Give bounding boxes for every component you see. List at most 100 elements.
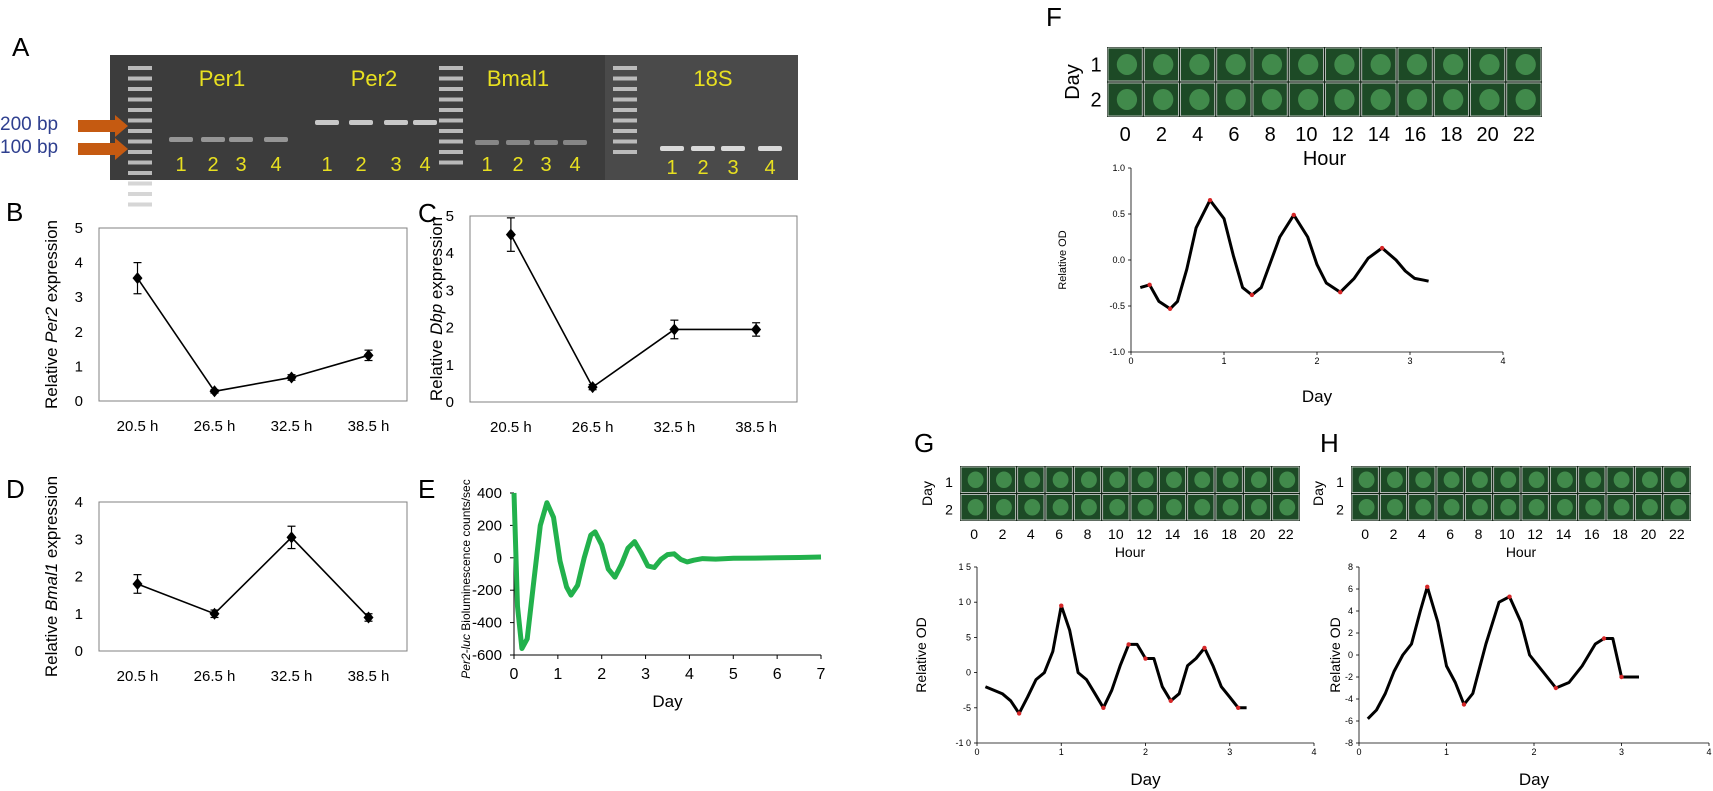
series-line-d xyxy=(137,536,370,619)
cell-blob-f xyxy=(1479,89,1500,110)
data-point-c xyxy=(669,323,680,336)
cell-blob-f xyxy=(1406,54,1428,75)
y-axis-label-e: Per2-luc Bioluminescence counts/sec xyxy=(459,479,473,678)
x-tick-label-h: 4 xyxy=(1706,747,1711,757)
y-tick-label-g: 1 0 xyxy=(958,597,971,607)
lane-label: 1 xyxy=(481,154,492,176)
y-tick-label-h: 4 xyxy=(1348,606,1353,616)
peak-marker-f xyxy=(1291,212,1296,218)
ladder-band xyxy=(128,181,152,186)
cell-blob-g xyxy=(1250,471,1267,488)
y-tick-label-c: 3 xyxy=(446,282,454,299)
lane-label: 2 xyxy=(207,154,218,176)
cell-blob-f xyxy=(1189,54,1210,75)
y-tick-label-f: 1.0 xyxy=(1112,163,1125,173)
peak-marker-h xyxy=(1619,674,1624,680)
cell-blob-g xyxy=(967,499,984,516)
panel-letter-c: C xyxy=(418,198,437,228)
lane-label: 4 xyxy=(569,154,580,176)
series-line-g xyxy=(984,604,1247,715)
hour-tick-label-f: 14 xyxy=(1368,124,1390,146)
plot-frame-c xyxy=(469,215,798,403)
data-point-c xyxy=(587,381,598,394)
x-axis-label-e: Day xyxy=(652,692,683,711)
cell-blob-g xyxy=(1080,499,1097,516)
y-axis-label-e-italic: Per2-luc xyxy=(459,634,473,679)
hour-tick-label-f: 6 xyxy=(1228,124,1239,146)
ladder-band xyxy=(128,66,152,70)
data-point-d xyxy=(286,531,297,544)
plot-frame-b xyxy=(98,227,408,402)
y-axis-label-e-suffix: Bioluminescence counts/sec xyxy=(459,479,473,634)
y-axis-label-b: Relative Per2 expression xyxy=(42,220,61,409)
gel-band xyxy=(691,146,715,151)
cell-blob-h xyxy=(1386,471,1403,488)
cell-blob-g xyxy=(1279,499,1296,516)
hour-tick-label-g: 12 xyxy=(1136,526,1152,542)
x-tick-label-c: 26.5 h xyxy=(572,419,614,436)
peak-marker-g xyxy=(1126,642,1131,647)
cell-blob-g xyxy=(1222,499,1239,516)
peak-marker-g xyxy=(1059,603,1064,608)
lane-label: 2 xyxy=(355,154,366,176)
hour-tick-label-f: 2 xyxy=(1156,124,1167,146)
gel-band xyxy=(229,137,253,142)
series-line-f xyxy=(1139,198,1429,311)
hour-tick-label-h: 4 xyxy=(1418,526,1426,542)
x-tick-label-b: 32.5 h xyxy=(271,418,313,435)
lane-label: 2 xyxy=(697,157,708,179)
gel-band xyxy=(315,120,339,125)
cell-blob-f xyxy=(1153,89,1174,110)
y-tick-label-e: -200 xyxy=(472,582,502,599)
x-tick-label-e: 3 xyxy=(641,666,650,683)
cell-blob-h xyxy=(1613,471,1630,488)
row-label-day2-g: 2 xyxy=(945,501,953,517)
gel-band xyxy=(201,137,225,142)
y-tick-label-b: 4 xyxy=(75,255,83,272)
x-tick-label-g: 3 xyxy=(1227,747,1232,757)
x-tick-label-f: 2 xyxy=(1314,356,1319,366)
x-tick-label-c: 32.5 h xyxy=(654,419,696,436)
x-tick-label-d: 26.5 h xyxy=(194,668,236,685)
marker-200bp-label: 200 bp xyxy=(0,114,58,135)
cell-blob-g xyxy=(1194,499,1211,516)
y-tick-label-g: 0 xyxy=(966,668,971,678)
cell-blob-f xyxy=(1225,54,1246,75)
data-point-d xyxy=(363,611,374,624)
ladder-band xyxy=(128,202,152,207)
cell-blob-f xyxy=(1298,89,1319,110)
hour-tick-label-g: 4 xyxy=(1027,526,1035,542)
panel-letter-a: A xyxy=(12,32,30,62)
x-tick-label-d: 32.5 h xyxy=(271,668,313,685)
chart-title-g: Cell 1 xyxy=(0,0,43,4)
panel-letter-f: F xyxy=(1046,2,1062,32)
ladder-band xyxy=(439,129,463,133)
hour-tick-label-g: 22 xyxy=(1278,526,1294,542)
cell-blob-g xyxy=(1052,471,1069,488)
row-label-day2-h: 2 xyxy=(1336,501,1344,517)
x-tick-label-b: 38.5 h xyxy=(348,418,390,435)
y-axis-label-d-suffix: expression xyxy=(42,476,61,563)
hour-tick-label-f: 20 xyxy=(1477,124,1499,146)
y-axis-label-c-suffix: expression xyxy=(427,217,446,304)
y-tick-label-c: 1 xyxy=(446,357,454,374)
cell-blob-f xyxy=(1406,89,1428,110)
y-tick-label-h: -2 xyxy=(1345,672,1353,682)
ladder-band xyxy=(128,118,152,123)
hour-tick-label-g: 18 xyxy=(1221,526,1237,542)
cell-blob-h xyxy=(1528,499,1545,516)
arrow-200bp-icon xyxy=(78,115,128,137)
y-tick-label-f: -0.5 xyxy=(1109,301,1125,311)
y-tick-label-e: 0 xyxy=(494,550,502,567)
x-tick-label-g: 1 xyxy=(1059,747,1064,757)
hour-tick-label-h: 18 xyxy=(1612,526,1628,542)
cell-blob-h xyxy=(1358,499,1375,516)
y-axis-label-d-italic: Bmal1 xyxy=(42,563,61,611)
x-tick-label-f: 0 xyxy=(1128,356,1133,366)
hour-tick-label-h: 0 xyxy=(1361,526,1369,542)
ladder-band xyxy=(128,76,152,81)
hour-tick-label-h: 12 xyxy=(1527,526,1543,542)
x-tick-label-e: 7 xyxy=(817,666,826,683)
y-tick-label-d: 0 xyxy=(75,643,83,660)
ladder-band xyxy=(128,192,152,196)
